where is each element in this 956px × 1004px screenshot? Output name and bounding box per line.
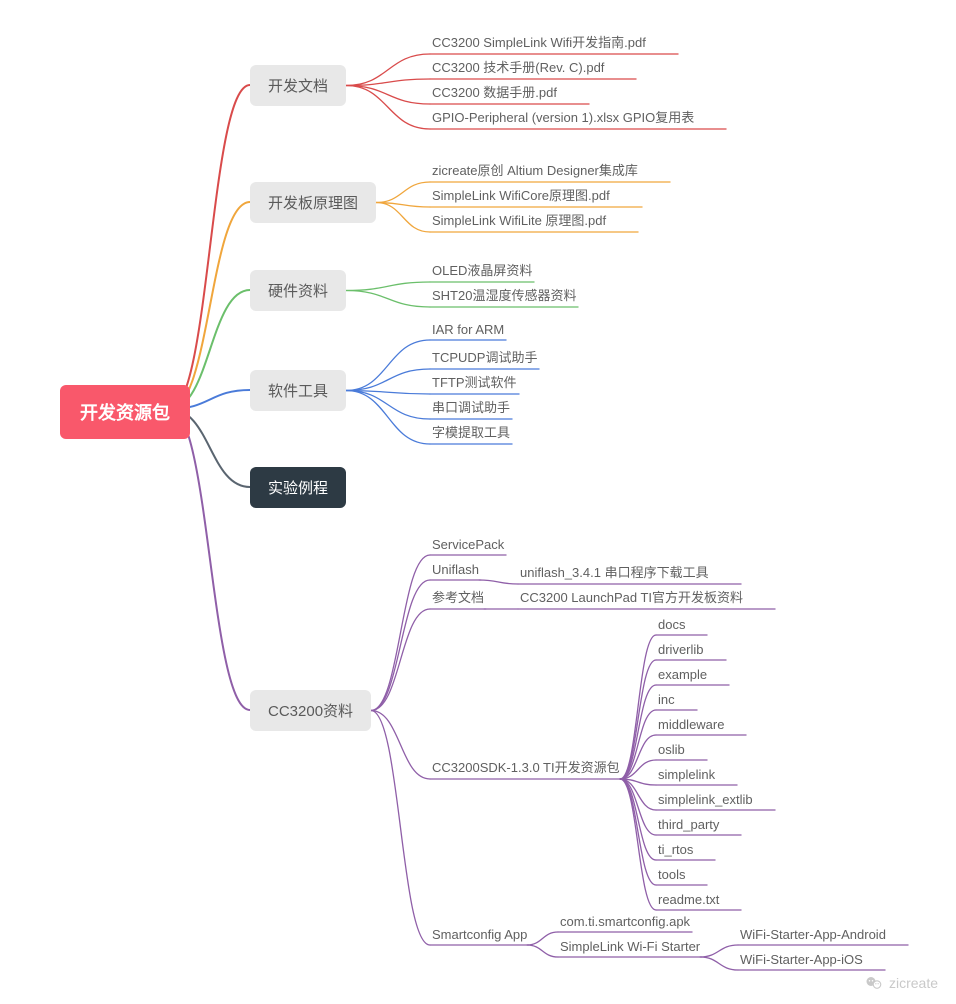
leaf-node[interactable]: docs	[658, 615, 685, 634]
leaf-node[interactable]: WiFi-Starter-App-iOS	[740, 950, 863, 969]
leaf-node[interactable]: example	[658, 665, 707, 684]
l1-node-exp[interactable]: 实验例程	[250, 467, 346, 508]
watermark: zicreate	[865, 974, 938, 992]
leaf-node[interactable]: ti_rtos	[658, 840, 693, 859]
leaf-node[interactable]: TFTP测试软件	[432, 370, 517, 393]
watermark-text: zicreate	[889, 975, 938, 991]
leaf-node[interactable]: TCPUDP调试助手	[432, 345, 537, 368]
leaf-node[interactable]: SHT20温湿度传感器资料	[432, 283, 576, 306]
leaf-node[interactable]: SimpleLink WifiCore原理图.pdf	[432, 183, 610, 206]
l1-node-schem[interactable]: 开发板原理图	[250, 182, 376, 223]
leaf-node[interactable]: CC3200SDK-1.3.0 TI开发资源包	[432, 755, 620, 778]
l1-node-cc3200[interactable]: CC3200资料	[250, 690, 371, 731]
leaf-node[interactable]: com.ti.smartconfig.apk	[560, 912, 690, 931]
leaf-node[interactable]: zicreate原创 Altium Designer集成库	[432, 158, 638, 181]
leaf-node[interactable]: SimpleLink Wi-Fi Starter	[560, 937, 700, 956]
leaf-node[interactable]: simplelink_extlib	[658, 790, 753, 809]
leaf-node[interactable]: CC3200 技术手册(Rev. C).pdf	[432, 55, 604, 78]
leaf-node[interactable]: SimpleLink WifiLite 原理图.pdf	[432, 208, 606, 231]
leaf-node[interactable]: simplelink	[658, 765, 715, 784]
l1-node-hw[interactable]: 硬件资料	[250, 270, 346, 311]
leaf-node[interactable]: GPIO-Peripheral (version 1).xlsx GPIO复用表	[432, 105, 694, 128]
leaf-node[interactable]: third_party	[658, 815, 719, 834]
leaf-node[interactable]: WiFi-Starter-App-Android	[740, 925, 886, 944]
leaf-node[interactable]: ServicePack	[432, 535, 504, 554]
leaf-node[interactable]: inc	[658, 690, 675, 709]
leaf-node[interactable]: CC3200 LaunchPad TI官方开发板资料	[520, 585, 743, 608]
l1-node-docs[interactable]: 开发文档	[250, 65, 346, 106]
l1-node-sw[interactable]: 软件工具	[250, 370, 346, 411]
leaf-node[interactable]: 字模提取工具	[432, 420, 510, 443]
leaf-node[interactable]: middleware	[658, 715, 724, 734]
leaf-node[interactable]: OLED液晶屏资料	[432, 258, 532, 281]
mindmap-connectors	[0, 0, 956, 1004]
leaf-node[interactable]: Smartconfig App	[432, 925, 527, 944]
wechat-icon	[865, 974, 883, 992]
leaf-node[interactable]: tools	[658, 865, 685, 884]
leaf-node[interactable]: 串口调试助手	[432, 395, 510, 418]
root-node[interactable]: 开发资源包	[60, 385, 190, 439]
leaf-node[interactable]: uniflash_3.4.1 串口程序下载工具	[520, 560, 709, 583]
leaf-node[interactable]: CC3200 SimpleLink Wifi开发指南.pdf	[432, 30, 646, 53]
leaf-node[interactable]: readme.txt	[658, 890, 719, 909]
leaf-node[interactable]: driverlib	[658, 640, 704, 659]
leaf-node[interactable]: Uniflash	[432, 560, 479, 579]
leaf-node[interactable]: oslib	[658, 740, 685, 759]
leaf-node[interactable]: 参考文档	[432, 585, 484, 608]
leaf-node[interactable]: CC3200 数据手册.pdf	[432, 80, 557, 103]
leaf-node[interactable]: IAR for ARM	[432, 320, 504, 339]
